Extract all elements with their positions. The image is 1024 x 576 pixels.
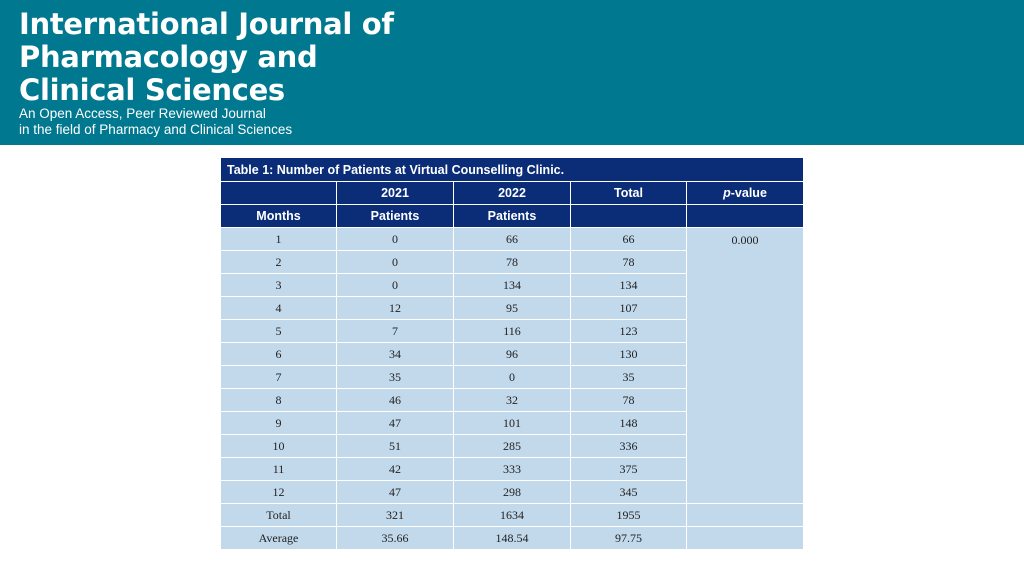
- header-cell: [570, 204, 687, 228]
- table-cell: 298: [453, 480, 571, 504]
- table-cell: 95: [453, 296, 571, 320]
- table-cell: 78: [570, 388, 687, 412]
- table-cell: 78: [570, 250, 687, 274]
- table-caption: Table 1: Number of Patients at Virtual C…: [219, 157, 805, 182]
- table-cell: 130: [570, 342, 687, 366]
- table-cell: 7: [220, 365, 337, 389]
- table-total-row: Total 321 1634 1955: [220, 503, 805, 527]
- table-row: 11 42 333 375: [220, 457, 804, 481]
- table-row: 5 7 116 123: [220, 319, 804, 343]
- journal-title-line: Pharmacology and: [19, 40, 318, 74]
- table-cell: 10: [220, 434, 337, 458]
- table-head: Table 1: Number of Patients at Virtual C…: [219, 157, 805, 228]
- header-cell: Patients: [453, 204, 571, 228]
- table-cell: 32: [453, 388, 571, 412]
- p-value-cell: 0.000: [685, 227, 805, 504]
- table-body: 1 0 66 66 0.000 2 0 78 78 3 0 134 134 4 …: [220, 227, 805, 550]
- table-cell: 375: [570, 457, 687, 481]
- header-row-years: 2021 2022 Total p-value: [220, 181, 805, 205]
- table-cell: 4: [220, 296, 337, 320]
- table-cell: 35: [570, 365, 687, 389]
- table-cell: Average: [220, 526, 337, 550]
- table-cell: 12: [336, 296, 454, 320]
- pvalue-label-rest: -value: [730, 186, 767, 200]
- header-cell: 2022: [453, 181, 571, 205]
- table-cell: 66: [570, 227, 687, 251]
- table-caption-row: Table 1: Number of Patients at Virtual C…: [219, 157, 805, 182]
- table-cell: 107: [570, 296, 687, 320]
- table-cell: 101: [453, 411, 571, 435]
- header-cell-pvalue: p-value: [685, 181, 805, 205]
- table-row: 7 35 0 35: [220, 365, 804, 389]
- journal-title-line: Clinical Sciences: [19, 73, 285, 107]
- table-cell: 47: [336, 480, 454, 504]
- table-row: 8 46 32 78: [220, 388, 804, 412]
- table-cell: 333: [453, 457, 571, 481]
- table-cell: 0: [336, 227, 454, 251]
- table-cell: 3: [220, 273, 337, 297]
- table-row: 10 51 285 336: [220, 434, 804, 458]
- table-cell: 0: [336, 250, 454, 274]
- table-cell: 1: [220, 227, 337, 251]
- table-cell: 34: [336, 342, 454, 366]
- table-cell: 0: [453, 365, 571, 389]
- table-cell: 116: [453, 319, 571, 343]
- table-cell: 66: [453, 227, 571, 251]
- table-cell: 148.54: [453, 526, 571, 550]
- table-cell: 6: [220, 342, 337, 366]
- table-cell: 2: [220, 250, 337, 274]
- table-cell: 78: [453, 250, 571, 274]
- table-cell: 1634: [453, 503, 571, 527]
- journal-title-line: International Journal of: [19, 7, 394, 41]
- header-cell: Months: [220, 204, 337, 228]
- table-cell: 46: [336, 388, 454, 412]
- header-cell: 2021: [336, 181, 454, 205]
- table-row: 6 34 96 130: [220, 342, 804, 366]
- table-cell: 8: [220, 388, 337, 412]
- table-cell: 321: [336, 503, 454, 527]
- pvalue-label-italic: p: [723, 186, 731, 200]
- table-row: 4 12 95 107: [220, 296, 804, 320]
- header-cell: [220, 181, 337, 205]
- table-cell: 134: [453, 273, 571, 297]
- table-cell: 51: [336, 434, 454, 458]
- table-cell: 7: [336, 319, 454, 343]
- header-row-labels: Months Patients Patients: [220, 204, 805, 228]
- table-cell: 9: [220, 411, 337, 435]
- table-cell: 123: [570, 319, 687, 343]
- table-cell: 345: [570, 480, 687, 504]
- table-cell: [685, 526, 805, 550]
- table-row: 1 0 66 66 0.000: [220, 227, 805, 504]
- table-cell: 285: [453, 434, 571, 458]
- table-cell: 35: [336, 365, 454, 389]
- table-cell: 1955: [570, 503, 687, 527]
- table-cell: 12: [220, 480, 337, 504]
- journal-banner: International Journal of Pharmacology an…: [0, 0, 1024, 145]
- header-cell: Patients: [336, 204, 454, 228]
- table-average-row: Average 35.66 148.54 97.75: [220, 526, 805, 550]
- header-cell: Total: [570, 181, 687, 205]
- header-cell: [685, 204, 805, 228]
- table-cell: 134: [570, 273, 687, 297]
- journal-tagline: An Open Access, Peer Reviewed Journal in…: [19, 106, 292, 138]
- table-cell: 0: [336, 273, 454, 297]
- table-cell: 148: [570, 411, 687, 435]
- table-cell: 336: [570, 434, 687, 458]
- table-cell: 97.75: [570, 526, 687, 550]
- journal-tagline-line: in the field of Pharmacy and Clinical Sc…: [19, 122, 293, 137]
- table-row: 9 47 101 148: [220, 411, 804, 435]
- journal-tagline-line: An Open Access, Peer Reviewed Journal: [19, 106, 266, 121]
- table-cell: Total: [220, 503, 337, 527]
- table-row: 12 47 298 345: [220, 480, 804, 504]
- table-cell: 47: [336, 411, 454, 435]
- patients-table: Table 1: Number of Patients at Virtual C…: [219, 157, 805, 550]
- table-cell: 96: [453, 342, 571, 366]
- table-cell: 35.66: [336, 526, 454, 550]
- journal-title: International Journal of Pharmacology an…: [19, 8, 394, 107]
- table-cell: 11: [220, 457, 337, 481]
- table-cell: [685, 503, 805, 527]
- table-cell: 5: [220, 319, 337, 343]
- patients-table-container: Table 1: Number of Patients at Virtual C…: [219, 157, 805, 550]
- table-cell: 42: [336, 457, 454, 481]
